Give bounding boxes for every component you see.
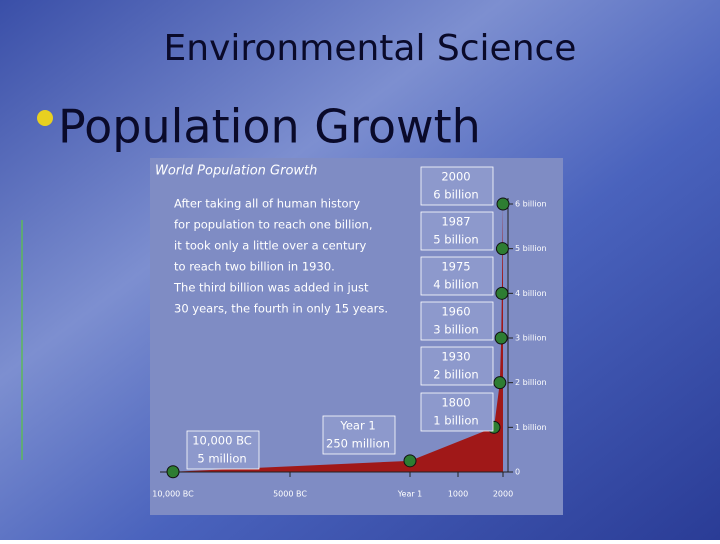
chart: After taking all of human history for pop… [152, 166, 547, 499]
callout-year: 1975 [441, 260, 470, 274]
callout-year: 1960 [441, 305, 470, 319]
callout-year: 2000 [441, 170, 470, 184]
callout-box [322, 415, 396, 455]
y-tick-label: 4 billion [515, 289, 547, 298]
value-label: 2 billion [433, 368, 478, 382]
callout-year: 1987 [441, 215, 470, 229]
y-tick-label: 2 billion [515, 378, 547, 387]
y-tick-label: 5 billion [515, 244, 547, 253]
y-tick-label: 3 billion [515, 334, 547, 343]
value-label: 5 billion [433, 233, 478, 247]
point [494, 331, 508, 345]
callout-box [420, 301, 494, 341]
callout-box [420, 256, 494, 296]
callout-year: 1930 [441, 350, 470, 364]
point [166, 465, 180, 479]
bullet-text: Population Growth [58, 100, 481, 154]
y-tick-label: 6 billion [515, 200, 547, 209]
note-line: it took only a little over a century [174, 239, 366, 253]
callout-year: Year 1 [339, 419, 375, 433]
area [173, 204, 503, 472]
value-label: 250 million [326, 437, 390, 451]
point [403, 454, 417, 468]
y-tick-label: 0 [515, 468, 520, 477]
value-label: 5 million [197, 452, 246, 466]
point [495, 286, 509, 300]
slide-title: Environmental Science [164, 28, 577, 69]
callout-year: 10,000 BC [192, 434, 252, 448]
callout-box [420, 166, 494, 206]
chart-title: World Population Growth [155, 164, 317, 179]
point [493, 376, 507, 390]
note-line: 30 years, the fourth in only 15 years. [174, 302, 388, 316]
point [495, 242, 509, 256]
callout-box [186, 430, 260, 470]
point [496, 197, 510, 211]
x-tick-label: 10,000 BC [152, 490, 194, 499]
x-tick-label: 1000 [448, 490, 468, 499]
callout-year: 1800 [441, 396, 470, 410]
note-line: The third billion was added in just [173, 281, 369, 295]
y-tick-label: 1 billion [515, 423, 547, 432]
note-line: to reach two billion in 1930. [174, 260, 335, 274]
value-label: 3 billion [433, 323, 478, 337]
bullet-dot [37, 110, 53, 126]
value-label: 4 billion [433, 278, 478, 292]
value-label: 1 billion [433, 414, 478, 428]
x-tick-label: Year 1 [397, 490, 423, 499]
callout-box [420, 392, 494, 432]
callout-box [420, 211, 494, 251]
note-line: for population to reach one billion, [174, 218, 373, 232]
x-tick-label: 5000 BC [273, 490, 307, 499]
note-line: After taking all of human history [174, 197, 360, 211]
x-tick-label: 2000 [493, 490, 513, 499]
callout-box [420, 346, 494, 386]
value-label: 6 billion [433, 188, 478, 202]
